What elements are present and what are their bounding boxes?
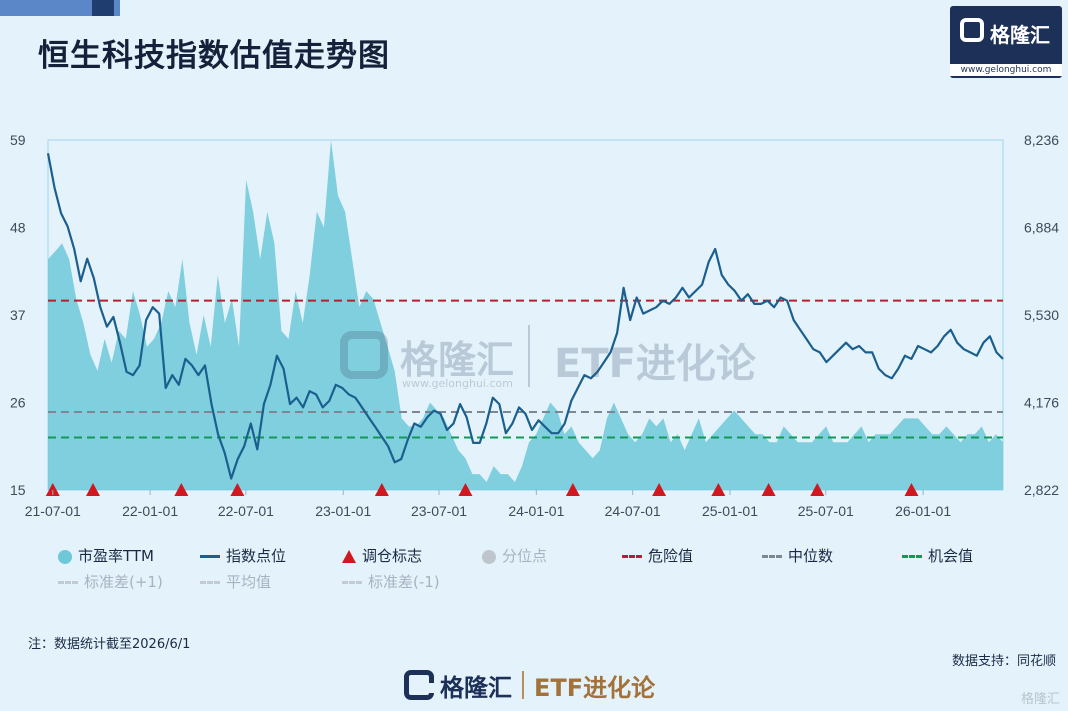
x-tick-label: 23-01-01 [315, 503, 371, 519]
legend-pe-swatch [58, 549, 72, 564]
legend-std-minus-swatch [342, 581, 362, 584]
signal-marker [652, 483, 667, 496]
watermark-g-icon [340, 331, 388, 379]
legend-danger-swatch [622, 555, 642, 558]
legend-median-label: 中位数 [788, 547, 834, 565]
y-left-tick-label: 59 [10, 132, 26, 148]
signal-marker [565, 483, 580, 496]
x-tick-label: 21-07-01 [25, 503, 81, 519]
watermark-etf: ETF进化论 [554, 341, 756, 387]
watermark-url: www.gelonghui.com [402, 377, 513, 390]
x-tick-label: 24-07-01 [605, 503, 661, 519]
y-left-tick-label: 26 [10, 395, 26, 411]
legend-mean[interactable]: 平均值 [200, 572, 271, 592]
signal-marker [458, 483, 473, 496]
x-tick-label: 25-01-01 [702, 503, 758, 519]
brand-g-icon [960, 18, 984, 42]
legend-std-minus-label: 标准差(-1) [368, 573, 440, 591]
legend-median[interactable]: 中位数 [762, 546, 833, 566]
y-left-tick-label: 15 [10, 482, 26, 498]
signal-marker [174, 483, 189, 496]
legend-quantile[interactable]: 分位点 [482, 546, 547, 566]
y-right-tick-label: 2,822 [1024, 482, 1059, 498]
legend-std-plus-label: 标准差(+1) [84, 573, 163, 591]
legend-signal-label: 调仓标志 [362, 547, 423, 565]
legend-quantile-swatch [482, 549, 496, 564]
footer-brand-name: 格隆汇 [440, 674, 512, 702]
legend-std-plus[interactable]: 标准差(+1) [58, 572, 163, 592]
data-cutoff-note: 注：数据统计截至2026/6/1 [28, 637, 191, 652]
y-left-tick-label: 37 [10, 307, 26, 323]
legend-median-swatch [762, 555, 782, 558]
watermark-brand-name: 格隆汇 [400, 338, 515, 382]
valuation-chart: 15 26 37 48 59 2,822 4,176 5,530 6,884 8,236 21-07… [10, 132, 1059, 519]
x-tick-label: 22-01-01 [122, 503, 178, 519]
x-tick-label: 24-01-01 [508, 503, 564, 519]
signal-marker [711, 483, 726, 496]
corner-tab-accent [92, 0, 114, 16]
x-tick-label: 22-07-01 [218, 503, 274, 519]
legend-std-plus-swatch [58, 581, 78, 584]
x-tick-label: 23-07-01 [411, 503, 467, 519]
legend-opportunity-swatch [902, 555, 922, 558]
legend-pe-label: 市盈率TTM [78, 547, 155, 565]
legend-quantile-label: 分位点 [502, 547, 548, 565]
y-right-tick-label: 8,236 [1024, 132, 1059, 148]
page-title: 恒生科技指数估值走势图 [38, 38, 390, 74]
footer-g-icon [404, 670, 434, 700]
legend-danger[interactable]: 危险值 [622, 546, 693, 566]
signal-marker [374, 483, 389, 496]
footer-etf: ETF进化论 [534, 674, 656, 702]
brand-name: 格隆汇 [990, 23, 1050, 47]
legend-opportunity-label: 机会值 [928, 547, 974, 565]
signal-marker [85, 483, 100, 496]
signal-marker [761, 483, 776, 496]
signal-marker [904, 483, 919, 496]
data-source: 数据支持：同花顺 [951, 654, 1056, 669]
x-tick-label: 25-07-01 [798, 503, 854, 519]
y-right-tick-label: 6,884 [1024, 220, 1059, 236]
legend-index-swatch [200, 555, 220, 558]
watermark: 格隆汇 www.gelonghui.com ETF进化论 [340, 325, 800, 395]
legend-signal-triangle-icon [342, 550, 356, 563]
legend-mean-label: 平均值 [226, 573, 272, 591]
index-line [46, 153, 1004, 480]
pe-ttm-area [48, 140, 1003, 490]
watermark-separator [528, 325, 530, 387]
brand-logo: 格隆汇 www.gelonghui.com [950, 6, 1062, 78]
signal-marker [810, 483, 825, 496]
y-right-tick-label: 5,530 [1024, 307, 1059, 323]
brand-url: www.gelonghui.com [950, 64, 1062, 76]
legend-danger-label: 危险值 [648, 547, 694, 565]
signal-marker [45, 483, 60, 496]
legend-opportunity[interactable]: 机会值 [902, 546, 973, 566]
corner-tab [0, 0, 120, 16]
y-left-tick-label: 48 [10, 220, 26, 236]
footer-separator [522, 671, 524, 699]
legend-std-minus[interactable]: 标准差(-1) [342, 572, 440, 592]
x-tick-label: 26-01-01 [895, 503, 951, 519]
legend-index-label: 指数点位 [226, 547, 287, 565]
legend-index[interactable]: 指数点位 [200, 546, 286, 566]
corner-watermark: 格隆汇 [1020, 692, 1060, 707]
signal-marker [230, 483, 245, 496]
legend-signal[interactable]: 调仓标志 [342, 546, 422, 566]
legend-mean-swatch [200, 581, 220, 584]
legend-pe[interactable]: 市盈率TTM [58, 546, 154, 566]
y-right-tick-label: 4,176 [1024, 395, 1059, 411]
